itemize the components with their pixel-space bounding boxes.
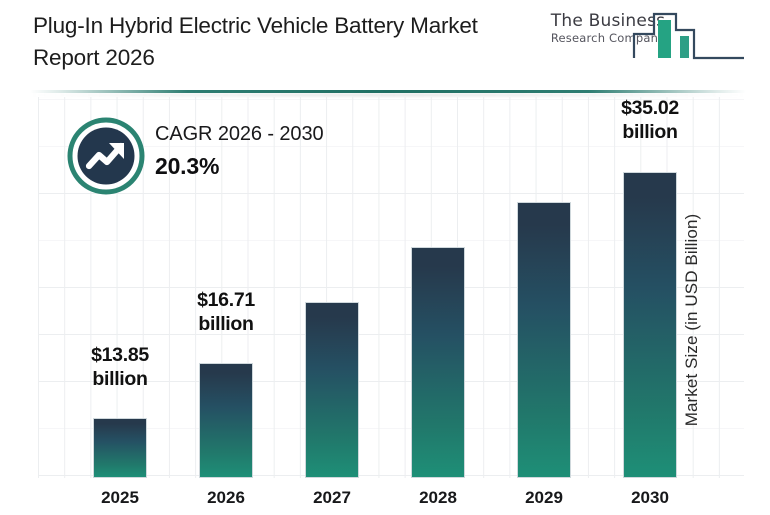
header-divider-shadow (30, 93, 746, 97)
trending-up-icon (67, 117, 145, 195)
bar-2026 (199, 363, 253, 478)
xtick-2029: 2029 (525, 488, 563, 507)
header-divider (30, 90, 746, 93)
xtick-2025: 2025 (101, 488, 139, 507)
logo-line-1: The Business (550, 11, 666, 31)
header: Plug-In Hybrid Electric Vehicle Battery … (0, 0, 770, 97)
cagr-value-label: 20.3% (155, 153, 220, 179)
cagr-text-block: CAGR 2026 - 2030 20.3% (155, 121, 365, 181)
bar-chart-logo-mark (632, 8, 752, 64)
xtick-2030: 2030 (631, 488, 669, 507)
bar-label-2026-unit: billion (198, 313, 254, 335)
bar-label-2026-value: $16.71 (197, 289, 255, 311)
company-logo: The Business Research Company (506, 6, 756, 68)
cagr-range-label: CAGR 2026 - 2030 (155, 123, 324, 145)
xtick-2026: 2026 (207, 488, 245, 507)
xtick-2028: 2028 (419, 488, 457, 507)
bar-label-2026: $16.71 billion (166, 288, 286, 336)
xtick-2027: 2027 (313, 488, 351, 507)
bar-2030 (623, 172, 677, 478)
bar-label-2030: $35.02 billion (590, 96, 710, 144)
grid-right-mask (744, 97, 770, 478)
bar-label-2025-unit: billion (92, 368, 148, 390)
cagr-badge: CAGR 2026 - 2030 20.3% (67, 113, 367, 201)
bar-2027 (305, 302, 359, 478)
bar-label-2025: $13.85 billion (60, 343, 180, 391)
bar-label-2030-value: $35.02 (621, 97, 679, 119)
y-axis-title: Market Size (in USD Billion) (682, 213, 701, 427)
page-title: Plug-In Hybrid Electric Vehicle Battery … (33, 13, 478, 70)
chart-plot-area: $13.85 billion $16.71 billion $35.02 bil… (0, 97, 770, 515)
bar-2028 (411, 247, 465, 478)
bar-label-2030-unit: billion (622, 121, 678, 143)
bar-label-2025-value: $13.85 (91, 344, 149, 366)
bar-2029 (517, 202, 571, 478)
bar-2025 (93, 418, 147, 478)
